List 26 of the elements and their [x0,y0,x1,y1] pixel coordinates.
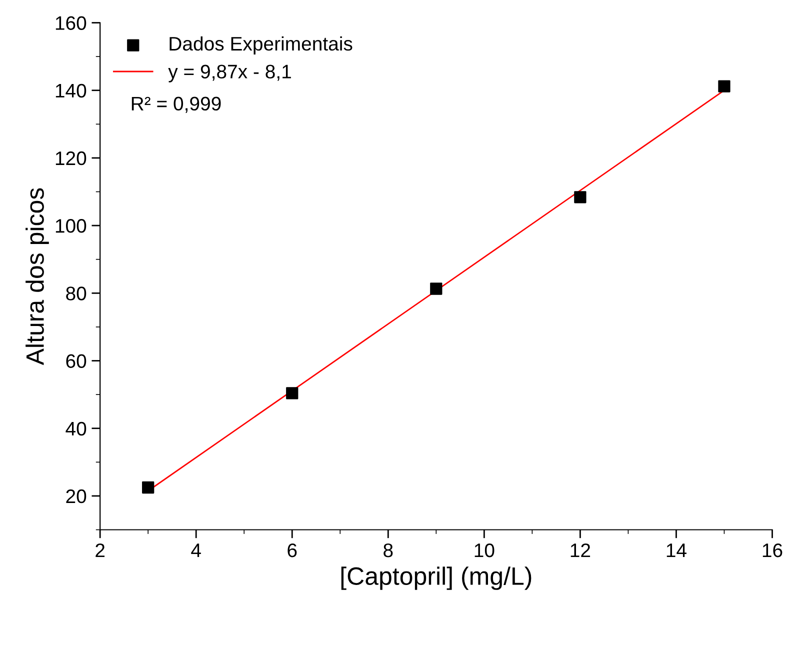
point [430,282,442,295]
y-tick-label: 120 [56,151,86,166]
x-tick-label: 4 [191,544,201,558]
point [718,80,730,92]
x-tick-label: 6 [288,543,297,558]
x-axis-title: [Captopril] (mg/L) [341,566,532,590]
y-tick-label: 160 [56,16,86,30]
y-tick-label: 140 [56,84,86,98]
y-tick-label: 20 [66,489,86,504]
point [286,387,298,400]
legend-label: y = 9,87x - 8,1 [168,64,291,82]
point [142,481,154,494]
y-tick-label: 60 [66,354,86,368]
y-axis-title: Altura dos picos [26,188,49,366]
x-tick-label: 10 [474,543,494,558]
x-tick-label: 2 [96,543,105,558]
x-tick-label: 14 [666,544,686,558]
x-tick-label: 12 [570,543,590,558]
y-tick-label: 40 [66,422,86,436]
y-tick-label: 100 [56,219,86,233]
annotation: R² = 0,999 [132,96,221,113]
legend-label: Dados Experimentais [170,36,352,54]
y-tick-label: 80 [66,286,86,300]
x-tick-label: 8 [384,543,393,558]
x-tick-label: 16 [762,543,782,558]
point [574,191,586,204]
